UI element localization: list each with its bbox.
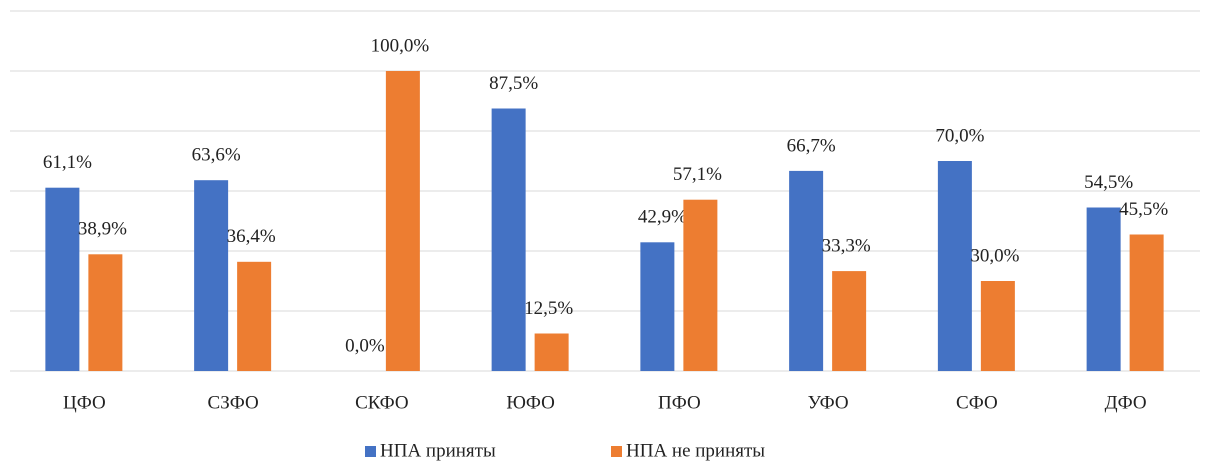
bar [1129, 234, 1164, 371]
data-label: 100,0% [371, 35, 430, 56]
bar [683, 199, 718, 371]
bar [640, 242, 675, 371]
data-label: 36,4% [227, 226, 276, 247]
data-label: 38,9% [78, 219, 127, 240]
data-label: 33,3% [822, 235, 871, 256]
legend-label: НПА не приняты [626, 440, 765, 461]
x-tick-label: СФО [956, 392, 998, 413]
data-label: 66,7% [787, 135, 836, 156]
legend-swatch [365, 446, 376, 457]
bar [237, 261, 272, 371]
data-label: 30,0% [970, 245, 1019, 266]
bar [385, 71, 420, 371]
data-label: 87,5% [489, 73, 538, 94]
legend-swatch [611, 446, 622, 457]
bar [832, 271, 867, 371]
bar [789, 170, 824, 371]
x-tick-label: ЦФО [63, 392, 106, 413]
data-label: 0,0% [345, 335, 385, 356]
data-label: 61,1% [43, 152, 92, 173]
legend-label: НПА приняты [380, 440, 496, 461]
bar [1086, 207, 1121, 371]
bar [491, 108, 526, 371]
x-tick-label: ПФО [658, 392, 701, 413]
bar [534, 333, 569, 371]
data-label: 70,0% [935, 125, 984, 146]
x-tick-label: СКФО [355, 392, 408, 413]
x-tick-label: УФО [808, 392, 849, 413]
data-label: 42,9% [638, 207, 687, 228]
bar [194, 180, 229, 371]
x-tick-label: СЗФО [208, 392, 259, 413]
data-label: 57,1% [673, 164, 722, 185]
bar [88, 254, 123, 371]
x-tick-label: ЮФО [506, 392, 555, 413]
data-label: 63,6% [192, 145, 241, 166]
x-tick-label: ДФО [1105, 392, 1147, 413]
bar [45, 187, 80, 371]
bar [937, 161, 972, 371]
data-label: 54,5% [1084, 172, 1133, 193]
bar [980, 281, 1015, 371]
data-label: 12,5% [524, 298, 573, 319]
data-label: 45,5% [1119, 199, 1168, 220]
